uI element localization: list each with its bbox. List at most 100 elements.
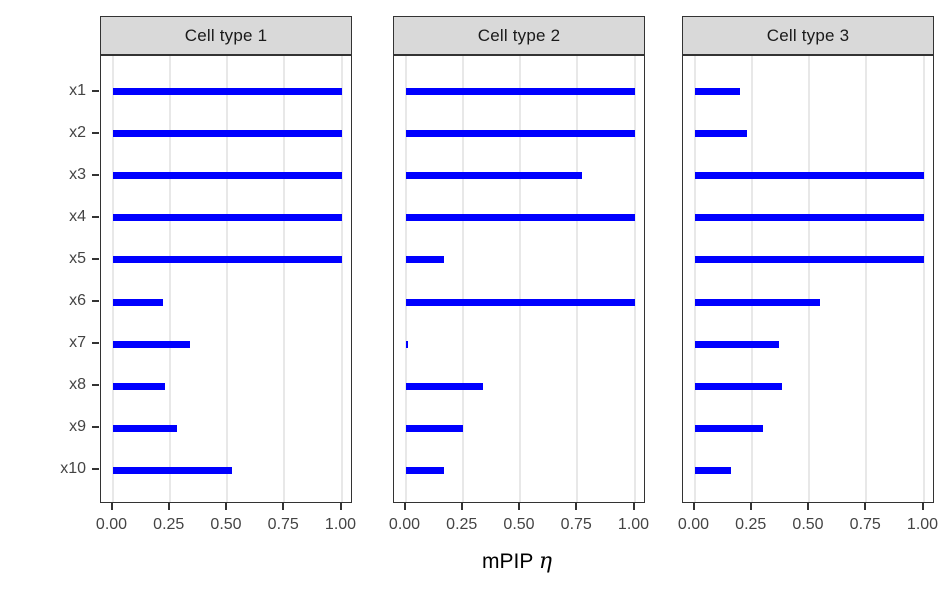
y-axis-label-x10: x10: [60, 460, 86, 478]
x-axis-tick-label: 0.25: [446, 516, 478, 533]
facet-strip-1: Cell type 1: [100, 16, 352, 55]
x-axis-tick-label: 1.00: [617, 516, 650, 533]
bar-x3: [112, 172, 342, 180]
bar-x9: [112, 424, 177, 432]
gridline: [340, 56, 343, 502]
x-axis-tick: [518, 503, 520, 510]
x-axis-tick-label: 0.50: [503, 516, 535, 533]
bar-x10: [694, 466, 732, 474]
y-axis-tick: [92, 257, 99, 260]
bar-x1: [694, 88, 741, 95]
x-axis-tick-label: 0.00: [677, 516, 710, 533]
bar-x5: [112, 256, 342, 264]
bar-x4: [405, 214, 635, 222]
facet-strip-2: Cell type 2: [393, 16, 645, 55]
gridline: [283, 56, 286, 502]
x-axis-tick-label: 0.75: [267, 516, 299, 533]
y-axis-label-x4: x4: [69, 207, 86, 225]
facet-strip-label: Cell type 1: [184, 25, 268, 45]
x-axis-tick: [225, 503, 227, 510]
x-axis-tick-label: 0.75: [560, 516, 592, 533]
x-axis-tick: [460, 503, 463, 510]
x-axis-title-text: mPIP: [482, 550, 533, 573]
x-axis-tick: [403, 503, 406, 510]
y-axis-label-x7: x7: [69, 334, 86, 352]
x-axis-tick-label: 0.25: [735, 516, 767, 533]
facet-panel-2: [393, 55, 645, 503]
x-axis-tick: [921, 503, 924, 510]
y-axis-tick: [92, 131, 99, 134]
gridline: [750, 56, 753, 502]
facet-strip-3: Cell type 3: [682, 16, 934, 55]
bar-x1: [112, 88, 342, 95]
bar-x2: [694, 130, 748, 138]
bar-x8: [694, 382, 782, 390]
bar-x2: [112, 130, 342, 138]
y-axis-label-x9: x9: [69, 418, 86, 436]
x-axis-tick: [807, 503, 809, 510]
gridline: [576, 56, 579, 502]
facet-panel-3: [682, 55, 934, 503]
x-axis-tick-label: 0.75: [849, 516, 881, 533]
x-axis-tick-label: 1.00: [324, 516, 357, 533]
x-axis-tick-label: 0.00: [388, 516, 421, 533]
bar-x9: [694, 424, 764, 432]
x-axis-tick: [110, 503, 113, 510]
x-axis-tick: [339, 503, 342, 510]
x-axis-tick: [864, 503, 867, 510]
bar-x9: [405, 424, 463, 432]
y-axis-label-x2: x2: [69, 123, 86, 141]
bar-x4: [694, 214, 924, 222]
bar-x6: [112, 298, 163, 306]
x-axis-title: mPIP η: [482, 549, 552, 574]
x-axis-tick: [749, 503, 752, 510]
bar-x6: [694, 298, 821, 306]
y-axis-tick: [92, 300, 99, 302]
bar-x2: [405, 130, 635, 138]
bar-x8: [112, 382, 166, 390]
x-axis-tick-label: 0.25: [153, 516, 185, 533]
x-axis-tick: [692, 503, 695, 510]
gridline: [404, 56, 407, 502]
y-axis-tick: [92, 89, 99, 92]
eta-symbol: η: [538, 549, 552, 574]
bar-x10: [112, 466, 232, 474]
bar-x7: [405, 340, 408, 348]
x-axis-tick-label: 0.00: [95, 516, 128, 533]
facet-strip-label: Cell type 2: [477, 25, 561, 45]
bar-x5: [694, 256, 924, 264]
x-axis-tick-label: 0.50: [792, 516, 824, 533]
bar-x7: [694, 340, 780, 348]
bar-x7: [112, 340, 191, 348]
y-axis-tick: [92, 215, 99, 218]
bar-x4: [112, 214, 342, 222]
x-axis-tick: [575, 503, 578, 510]
x-axis-tick: [632, 503, 635, 510]
x-axis-tick: [167, 503, 170, 510]
y-axis-tick: [92, 342, 99, 345]
bar-x6: [405, 298, 635, 306]
gridline: [808, 56, 810, 502]
bar-x3: [405, 172, 582, 180]
gridline: [693, 56, 696, 502]
y-axis-label-x1: x1: [69, 81, 86, 99]
gridline: [111, 56, 114, 502]
y-axis-tick: [92, 426, 99, 429]
gridline: [633, 56, 636, 502]
gridline: [865, 56, 868, 502]
y-axis-tick: [92, 468, 99, 471]
gridline: [922, 56, 925, 502]
y-axis-label-x8: x8: [69, 376, 86, 394]
gridline: [519, 56, 521, 502]
y-axis-label-x3: x3: [69, 165, 86, 183]
gridline: [461, 56, 464, 502]
y-axis-tick: [92, 384, 99, 387]
y-axis-label-x5: x5: [69, 249, 86, 267]
bar-x5: [405, 256, 445, 264]
facet-strip-label: Cell type 3: [766, 25, 850, 45]
bar-x3: [694, 172, 924, 180]
bar-x8: [405, 382, 484, 390]
y-axis-tick: [92, 173, 99, 176]
x-axis-tick-label: 1.00: [906, 516, 939, 533]
